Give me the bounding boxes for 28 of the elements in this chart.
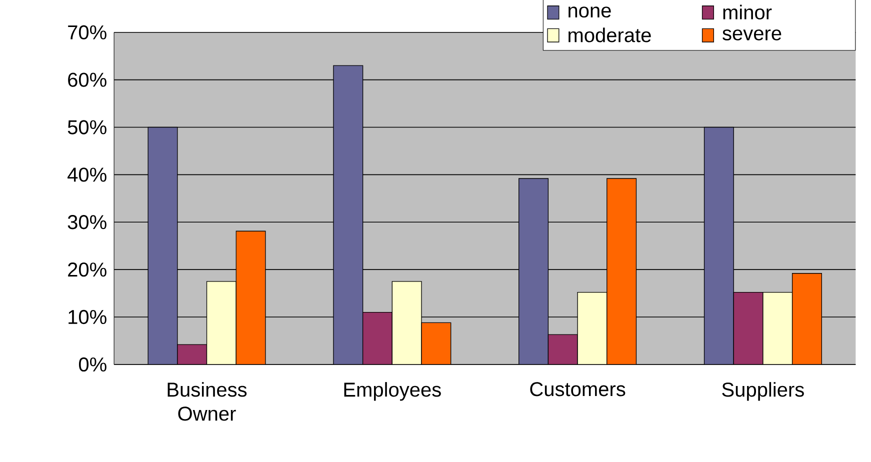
legend-label: moderate xyxy=(568,28,651,43)
y-tick-label: 10% xyxy=(68,310,106,324)
legend-label: none xyxy=(568,6,611,18)
legend-label: severe xyxy=(722,30,782,41)
y-tick-label: 50% xyxy=(68,120,106,135)
bar xyxy=(362,312,392,365)
bar xyxy=(704,127,734,365)
bar xyxy=(518,178,549,365)
bar xyxy=(206,281,236,365)
bar xyxy=(392,281,422,365)
bar xyxy=(577,292,608,365)
y-tick-label: 0% xyxy=(78,358,106,372)
y-tick-label: 20% xyxy=(68,262,106,277)
x-tick-label: Suppliers xyxy=(722,382,804,401)
y-tick-label: 40% xyxy=(68,168,106,182)
bar xyxy=(148,127,178,365)
legend-label: minor xyxy=(723,4,772,20)
x-tick-label: Business Owner xyxy=(168,382,247,422)
bar xyxy=(177,344,208,365)
bar xyxy=(548,334,578,365)
bar xyxy=(762,292,793,365)
x-tick-label: Customers xyxy=(530,382,626,396)
x-tick-label: Employees xyxy=(344,382,441,401)
bar xyxy=(333,65,364,365)
y-tick-label: 30% xyxy=(68,215,106,230)
bar xyxy=(733,292,764,365)
y-tick-label: 60% xyxy=(68,72,106,88)
y-tick-label: 70% xyxy=(68,26,106,40)
